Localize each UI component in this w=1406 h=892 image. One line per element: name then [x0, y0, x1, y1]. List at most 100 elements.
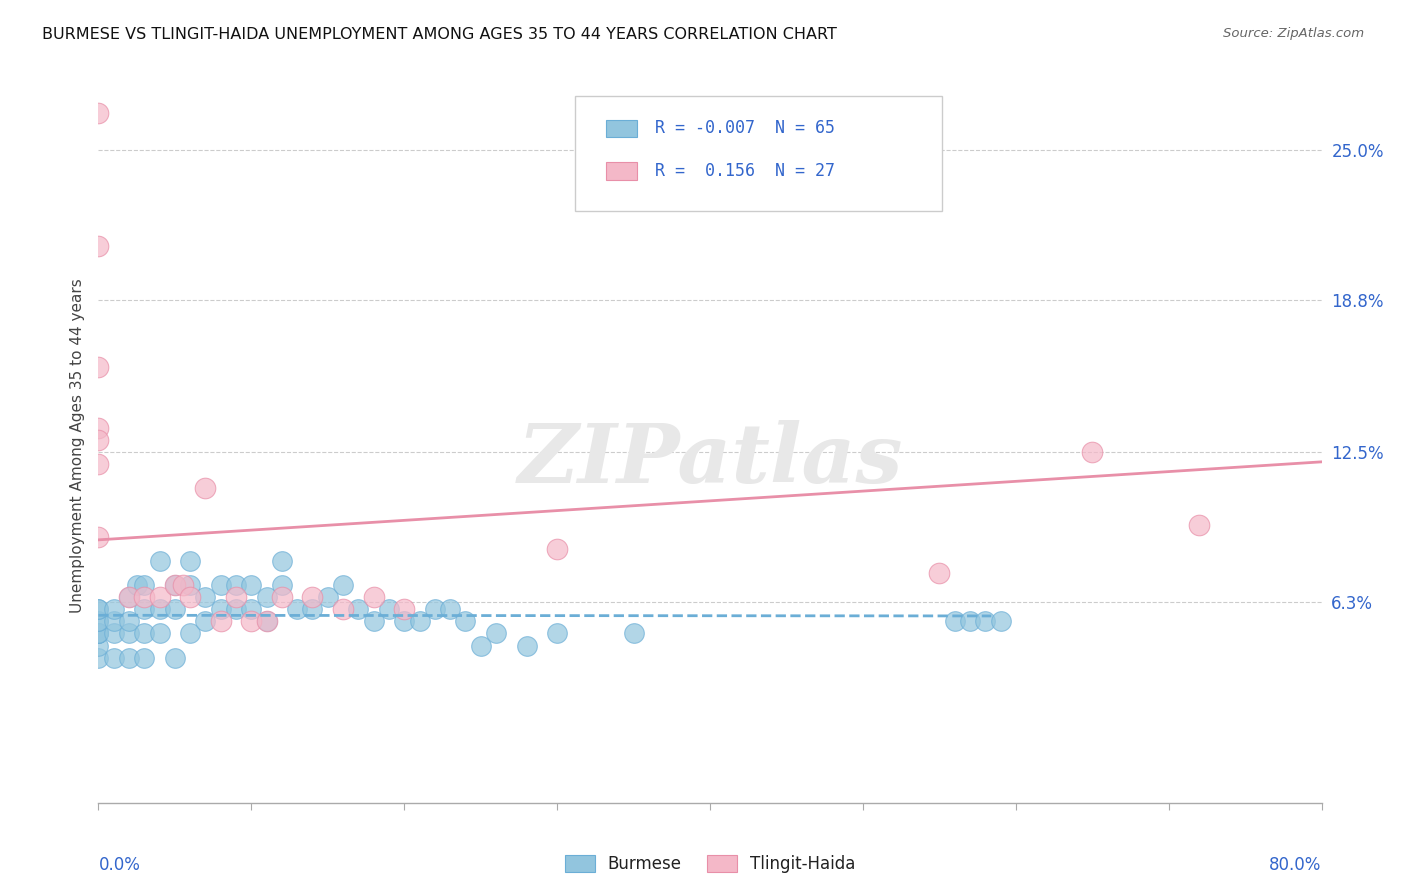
Point [87, 360, 110, 375]
Point [209, 615, 232, 629]
Point [125, 578, 148, 592]
Point [209, 578, 232, 592]
Point [546, 626, 568, 640]
Point [134, 626, 156, 640]
Point [974, 615, 997, 629]
Text: BURMESE VS TLINGIT-HAIDA UNEMPLOYMENT AMONG AGES 35 TO 44 YEARS CORRELATION CHAR: BURMESE VS TLINGIT-HAIDA UNEMPLOYMENT AM… [42, 27, 837, 42]
Point [134, 590, 156, 604]
Point [1081, 445, 1104, 459]
Point [270, 554, 292, 568]
Point [256, 615, 278, 629]
Point [87, 530, 110, 544]
Point [87, 602, 110, 616]
Point [87, 602, 110, 616]
Point [118, 615, 141, 629]
Point [103, 615, 125, 629]
Point [363, 590, 385, 604]
Point [179, 590, 201, 604]
Point [301, 602, 323, 616]
Point [928, 566, 950, 580]
Point [87, 615, 110, 629]
Point [990, 615, 1012, 629]
Point [378, 602, 401, 616]
Point [87, 615, 110, 629]
Point [392, 615, 416, 629]
Point [240, 615, 263, 629]
Point [546, 541, 568, 556]
Point [87, 639, 110, 653]
Point [332, 602, 354, 616]
Point [209, 602, 232, 616]
Point [87, 457, 110, 471]
Point [256, 590, 278, 604]
Point [149, 554, 172, 568]
Point [118, 590, 141, 604]
Point [332, 578, 354, 592]
Point [149, 626, 172, 640]
Point [270, 590, 292, 604]
Point [103, 626, 125, 640]
Point [134, 578, 156, 592]
Text: ZIPatlas: ZIPatlas [517, 420, 903, 500]
Point [179, 626, 201, 640]
Point [194, 481, 217, 495]
Point [149, 602, 172, 616]
Point [454, 615, 477, 629]
Point [87, 650, 110, 665]
Point [225, 578, 247, 592]
Point [347, 602, 370, 616]
Point [225, 602, 247, 616]
Point [134, 650, 156, 665]
Point [87, 626, 110, 640]
Point [103, 602, 125, 616]
Point [87, 433, 110, 447]
Point [943, 615, 966, 629]
Point [87, 626, 110, 640]
Point [623, 626, 645, 640]
Y-axis label: Unemployment Among Ages 35 to 44 years: Unemployment Among Ages 35 to 44 years [69, 278, 84, 614]
FancyBboxPatch shape [606, 120, 637, 137]
Point [163, 602, 186, 616]
Point [516, 639, 538, 653]
Point [118, 590, 141, 604]
Point [194, 615, 217, 629]
Point [87, 421, 110, 435]
Point [87, 106, 110, 120]
Text: Source: ZipAtlas.com: Source: ZipAtlas.com [1223, 27, 1364, 40]
Text: R =  0.156  N = 27: R = 0.156 N = 27 [655, 162, 835, 180]
Point [470, 639, 492, 653]
Point [270, 578, 292, 592]
Point [87, 626, 110, 640]
Point [285, 602, 308, 616]
Point [485, 626, 508, 640]
Text: 0.0%: 0.0% [98, 856, 141, 874]
FancyBboxPatch shape [575, 96, 942, 211]
Point [316, 590, 339, 604]
Text: 80.0%: 80.0% [1270, 856, 1322, 874]
Point [118, 650, 141, 665]
Point [87, 239, 110, 253]
Legend: Burmese, Tlingit-Haida: Burmese, Tlingit-Haida [558, 848, 862, 880]
Point [194, 590, 217, 604]
Point [163, 578, 186, 592]
Point [363, 615, 385, 629]
Point [103, 650, 125, 665]
Point [240, 602, 263, 616]
FancyBboxPatch shape [606, 162, 637, 180]
Point [256, 615, 278, 629]
Point [408, 615, 430, 629]
Point [423, 602, 446, 616]
Point [87, 626, 110, 640]
Point [1188, 517, 1211, 532]
Point [179, 578, 201, 592]
Point [225, 590, 247, 604]
Point [301, 590, 323, 604]
Point [240, 578, 263, 592]
Point [959, 615, 981, 629]
Text: R = -0.007  N = 65: R = -0.007 N = 65 [655, 120, 835, 137]
Point [134, 602, 156, 616]
Point [179, 554, 201, 568]
Point [163, 650, 186, 665]
Point [439, 602, 461, 616]
Point [392, 602, 416, 616]
